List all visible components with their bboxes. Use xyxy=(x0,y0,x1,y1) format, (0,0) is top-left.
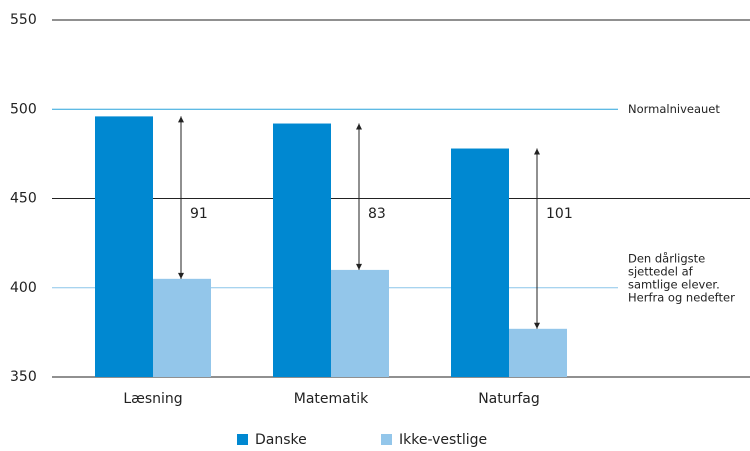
y-tick-label: 500 xyxy=(10,101,37,117)
reference-label: Herfra og nedefter xyxy=(628,290,735,304)
bar xyxy=(331,269,389,377)
reference-label: sjettedel af xyxy=(628,264,694,278)
difference-label: 83 xyxy=(368,206,386,222)
reference-label: samtlige elever. xyxy=(628,277,720,291)
arrow-head xyxy=(534,322,540,329)
y-tick-label: 400 xyxy=(10,280,37,296)
y-tick-label: 550 xyxy=(10,12,37,28)
legend-swatch xyxy=(237,434,248,445)
arrow-head xyxy=(356,123,362,130)
legend-swatch xyxy=(381,434,392,445)
bar xyxy=(153,278,211,377)
bar xyxy=(509,328,567,377)
arrow-head xyxy=(356,263,362,270)
bar xyxy=(95,116,153,377)
reference-label: Normalniveauet xyxy=(628,102,720,116)
arrow-head xyxy=(178,116,184,123)
arrow-head xyxy=(178,272,184,279)
difference-label: 91 xyxy=(190,206,208,222)
legend-label: Ikke-vestlige xyxy=(399,432,487,448)
legend-label: Danske xyxy=(255,432,307,448)
reference-label: Den dårligste xyxy=(628,251,705,265)
x-tick-label: Naturfag xyxy=(478,391,540,407)
arrow-head xyxy=(534,148,540,155)
x-tick-label: Læsning xyxy=(123,391,182,407)
bar xyxy=(451,148,509,377)
x-tick-label: Matematik xyxy=(294,391,369,407)
difference-label: 101 xyxy=(546,206,573,222)
y-tick-label: 350 xyxy=(10,369,37,385)
y-tick-label: 450 xyxy=(10,191,37,207)
bar xyxy=(273,123,331,377)
